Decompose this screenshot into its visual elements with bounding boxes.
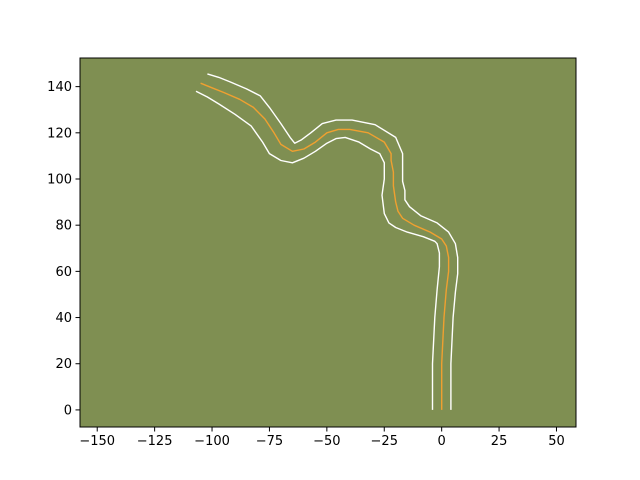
x-tick-label: −75 (256, 434, 283, 449)
y-tick-label: 60 (55, 265, 72, 280)
y-tick-label: 80 (55, 219, 72, 234)
plot-area (80, 58, 576, 427)
x-tick-label: −125 (137, 434, 173, 449)
x-tick-label: 25 (491, 434, 508, 449)
x-tick-label: 0 (438, 434, 446, 449)
x-tick-label: −150 (79, 434, 115, 449)
x-tick-label: −25 (371, 434, 398, 449)
series-line-centerline (200, 82, 450, 410)
y-tick-label: 20 (55, 357, 72, 372)
x-tick-label: −100 (194, 434, 230, 449)
x-axis: −150 −125 −100 −75 −50 −25 0 25 50 (79, 427, 565, 449)
y-axis: 0 20 40 60 80 100 120 140 (47, 80, 80, 418)
x-tick-label: −50 (313, 434, 340, 449)
series-line-edge-right (207, 73, 459, 410)
series-line-edge-left (195, 90, 441, 410)
y-tick-label: 0 (64, 403, 72, 418)
y-tick-label: 120 (47, 126, 72, 141)
series-layer (195, 73, 459, 410)
y-tick-label: 40 (55, 311, 72, 326)
x-tick-label: 50 (548, 434, 565, 449)
plot-frame (79, 57, 577, 428)
y-tick-label: 100 (47, 172, 72, 187)
y-tick-label: 140 (47, 80, 72, 95)
